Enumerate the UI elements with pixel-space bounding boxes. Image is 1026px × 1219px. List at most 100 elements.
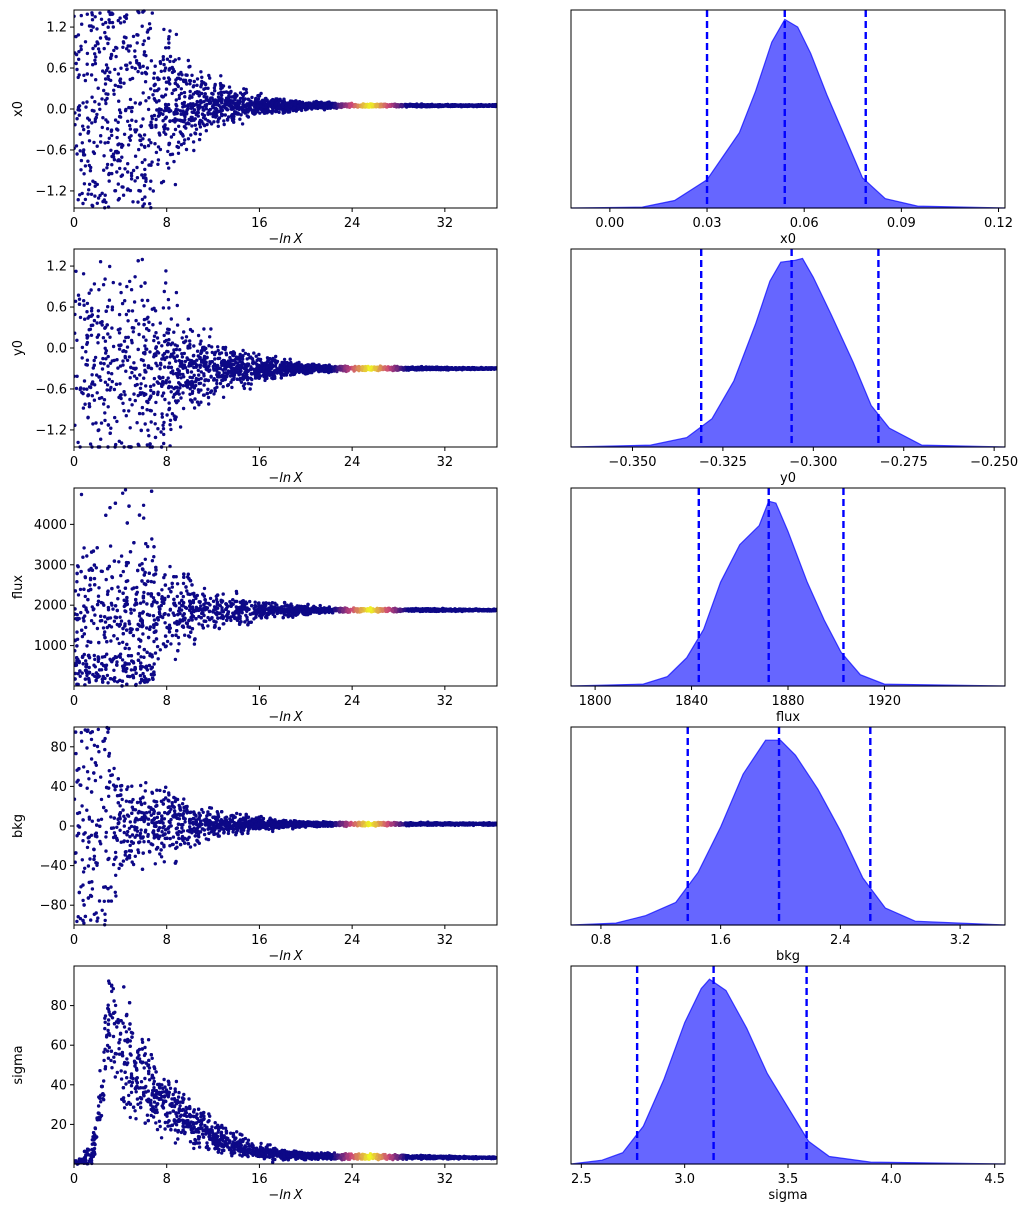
trace-point: [192, 344, 196, 348]
trace-point: [149, 420, 153, 424]
trace-point: [86, 415, 90, 419]
trace-point: [141, 64, 145, 69]
trace-point: [121, 193, 126, 197]
trace-point: [161, 427, 166, 431]
trace-point: [80, 141, 85, 145]
x-tick-label: 24: [344, 216, 361, 231]
trace-point: [218, 352, 222, 356]
trace-point: [142, 363, 147, 367]
trace-point: [181, 105, 185, 109]
trace-point: [190, 110, 194, 114]
trace-point: [156, 351, 161, 355]
trace-point: [142, 53, 146, 57]
trace-point: [106, 74, 110, 79]
trace-point: [116, 18, 121, 23]
trace-point: [227, 85, 232, 89]
trace-point: [425, 104, 430, 108]
trace-point: [222, 122, 226, 127]
trace-point: [202, 87, 206, 91]
trace-point: [105, 383, 110, 387]
trace-point: [144, 338, 148, 342]
trace-point: [95, 112, 99, 117]
trace-point: [267, 109, 272, 114]
trace-point: [167, 306, 171, 310]
trace-point: [170, 91, 174, 96]
trace-point: [108, 264, 112, 269]
trace-point: [158, 321, 162, 325]
trace-point: [201, 116, 206, 120]
trace-point: [174, 32, 179, 37]
trace-point: [106, 305, 110, 309]
trace-point: [101, 336, 106, 340]
trace-point: [119, 66, 123, 70]
trace-point: [225, 108, 230, 112]
trace-point: [142, 393, 146, 397]
trace-point: [190, 115, 194, 120]
trace-point: [180, 73, 184, 77]
trace-point: [223, 113, 227, 117]
trace-point: [216, 119, 220, 124]
trace-point: [198, 132, 202, 136]
trace-point: [77, 104, 82, 108]
trace-point: [446, 102, 450, 107]
trace-point: [93, 355, 98, 360]
trace-point: [146, 36, 151, 40]
trace-point: [206, 112, 210, 117]
trace-point: [86, 159, 90, 163]
trace-point: [123, 167, 127, 171]
trace-point: [191, 354, 196, 358]
trace-point: [106, 25, 110, 29]
trace-point: [206, 387, 210, 391]
trace-point: [137, 411, 142, 416]
trace-point: [86, 131, 90, 135]
trace-point: [87, 182, 92, 186]
trace-point: [111, 344, 116, 349]
trace-point: [80, 345, 85, 350]
trace-point: [252, 351, 256, 355]
trace-point: [245, 114, 249, 118]
trace-point: [115, 135, 119, 140]
trace-point: [138, 386, 143, 390]
trace-point: [262, 100, 267, 105]
trace-point: [250, 110, 255, 115]
trace-point: [140, 197, 145, 202]
trace-point: [96, 333, 101, 337]
trace-point: [87, 188, 91, 192]
trace-point: [87, 118, 92, 122]
trace-point: [215, 369, 219, 373]
trace-point: [193, 397, 197, 401]
x-tick-label: 0: [70, 216, 78, 231]
trace-point: [115, 419, 119, 424]
trace-point: [148, 187, 152, 191]
trace-point: [164, 132, 168, 136]
trace-point: [139, 143, 144, 147]
trace-point: [128, 77, 132, 82]
trace-point: [181, 111, 185, 116]
trace-point: [140, 71, 144, 75]
trace-point: [100, 367, 105, 371]
trace-point: [245, 357, 249, 361]
trace-point: [172, 348, 176, 352]
trace-point: [183, 78, 188, 83]
trace-point: [87, 139, 92, 143]
trace-point: [326, 102, 331, 106]
trace-point: [97, 50, 102, 54]
trace-point: [91, 422, 95, 426]
trace-point: [102, 402, 106, 406]
trace-point: [169, 135, 174, 139]
trace-point: [98, 260, 103, 264]
trace-point: [96, 86, 100, 90]
trace-point: [186, 121, 190, 125]
trace-point: [240, 122, 245, 126]
trace-point: [133, 154, 138, 158]
trace-point: [137, 322, 141, 326]
trace-point: [93, 15, 97, 19]
trace-point: [143, 344, 147, 348]
trace-point: [74, 386, 79, 391]
trace-point: [163, 69, 167, 73]
trace-point: [181, 406, 186, 411]
trace-point: [456, 104, 460, 109]
trace-point: [186, 106, 190, 111]
trace-point: [481, 366, 485, 370]
trace-point: [226, 115, 231, 119]
